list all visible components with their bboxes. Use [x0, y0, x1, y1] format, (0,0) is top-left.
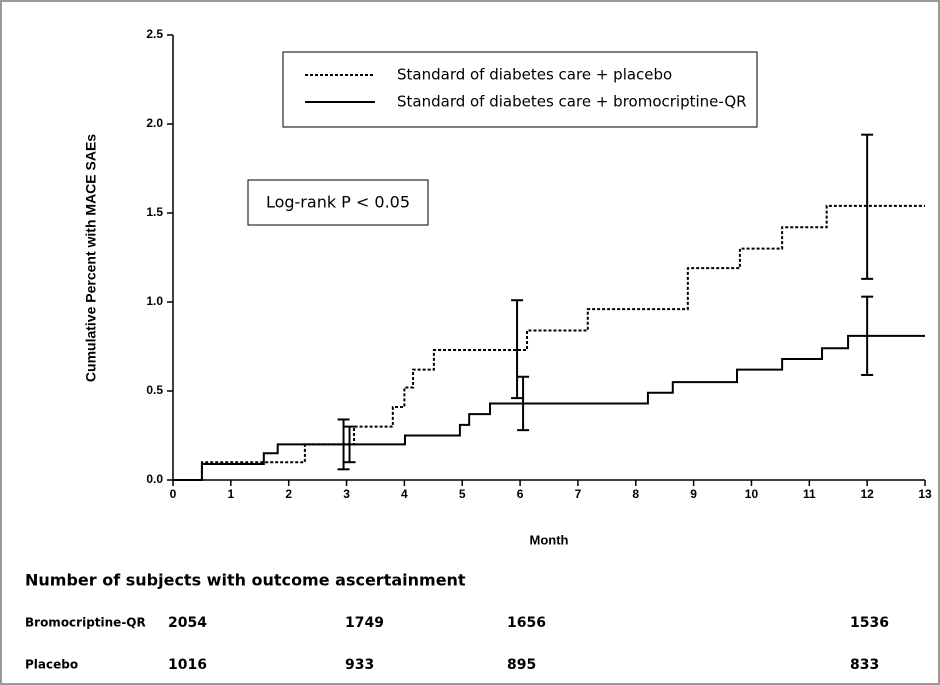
- row-label: Placebo: [25, 658, 78, 672]
- count: 1536: [850, 615, 889, 631]
- count: 2054: [168, 615, 207, 631]
- count: 895: [507, 657, 536, 673]
- count: 933: [345, 657, 374, 673]
- error-bar: [517, 375, 530, 432]
- x-tick-label: 6: [517, 487, 524, 501]
- x-tick-label: 11: [803, 487, 816, 501]
- legend-label: Standard of diabetes care + placebo: [397, 66, 672, 84]
- y-tick-label: 0.5: [146, 383, 163, 397]
- y-tick-label: 2.5: [146, 27, 163, 41]
- x-tick-label: 7: [575, 487, 582, 501]
- error-bar: [861, 295, 874, 376]
- row-label: Bromocriptine-QR: [25, 616, 146, 630]
- x-tick-label: 12: [860, 487, 874, 501]
- count: 1656: [507, 615, 546, 631]
- y-tick-label: 0.0: [146, 472, 163, 486]
- legend-label: Standard of diabetes care + bromocriptin…: [397, 93, 747, 111]
- x-tick-label: 4: [401, 487, 408, 501]
- x-axis-label: Month: [530, 532, 569, 547]
- count: 1749: [345, 615, 384, 631]
- risk-table-title: Number of subjects with outcome ascertai…: [25, 571, 466, 590]
- x-tick-label: 1: [228, 487, 235, 501]
- x-tick-label: 8: [632, 487, 639, 501]
- x-tick-label: 2: [285, 487, 292, 501]
- step-line: [173, 334, 925, 481]
- annotation-box: [247, 179, 429, 226]
- y-tick-label: 1.5: [146, 205, 163, 219]
- x-tick-label: 10: [745, 487, 759, 501]
- error-bar: [343, 425, 356, 464]
- error-bar: [861, 133, 874, 280]
- count: 1016: [168, 657, 207, 673]
- legend-box: [282, 51, 758, 128]
- annotation: Log-rank P < 0.05: [266, 193, 410, 212]
- error-bar: [511, 299, 524, 400]
- x-tick-label: 13: [918, 487, 932, 501]
- x-tick-label: 0: [170, 487, 177, 501]
- y-axis-label: Cumulative Percent with MACE SAEs: [83, 134, 99, 382]
- x-tick-label: 5: [459, 487, 466, 501]
- y-tick-label: 2.0: [146, 116, 163, 130]
- x-tick-label: 9: [690, 487, 697, 501]
- x-tick-label: 3: [343, 487, 350, 501]
- count: 833: [850, 657, 879, 673]
- y-tick-label: 1.0: [146, 294, 163, 308]
